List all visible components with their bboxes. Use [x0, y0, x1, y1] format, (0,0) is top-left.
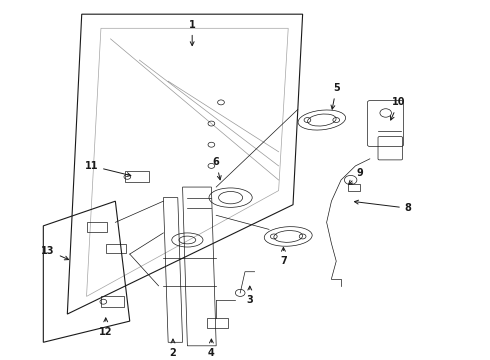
Text: 13: 13 — [41, 246, 69, 260]
Text: 7: 7 — [280, 247, 287, 266]
Text: 10: 10 — [391, 98, 405, 120]
Text: 5: 5 — [331, 83, 340, 109]
Text: 2: 2 — [170, 339, 176, 358]
Text: 8: 8 — [354, 200, 412, 213]
Text: 4: 4 — [208, 339, 215, 358]
Text: 1: 1 — [189, 20, 196, 46]
Text: 6: 6 — [213, 157, 221, 180]
Text: 12: 12 — [99, 318, 113, 337]
Text: 3: 3 — [246, 286, 253, 305]
Text: 11: 11 — [85, 161, 131, 176]
Text: 9: 9 — [348, 168, 364, 184]
